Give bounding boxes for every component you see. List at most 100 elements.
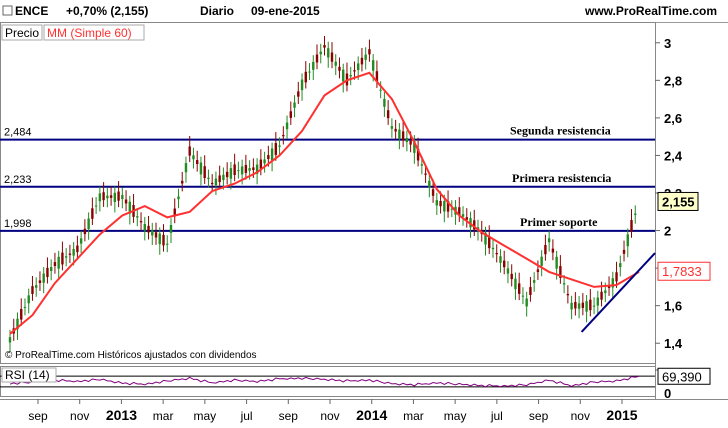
candle-body bbox=[259, 159, 263, 169]
candle-body bbox=[210, 182, 214, 185]
candle-body bbox=[319, 51, 322, 55]
candle-body bbox=[297, 91, 300, 97]
candle-body bbox=[315, 54, 319, 63]
candle-body bbox=[525, 298, 528, 307]
candle-body bbox=[495, 252, 498, 255]
candle-body bbox=[559, 266, 562, 278]
candle-body bbox=[255, 164, 259, 174]
x-tick-label: mar bbox=[153, 409, 174, 423]
rsi-layer: 100069,390 bbox=[0, 367, 711, 401]
y-tick-label: 2,4 bbox=[664, 148, 683, 163]
candle-body bbox=[342, 69, 345, 82]
candle-body bbox=[510, 273, 513, 280]
x-tick-label: nov bbox=[571, 409, 590, 423]
y-tick-label: 1,6 bbox=[664, 299, 682, 314]
candle-body bbox=[330, 52, 334, 62]
candle-body bbox=[244, 165, 248, 173]
candle-body bbox=[79, 238, 83, 244]
candle-body bbox=[435, 200, 439, 206]
ma-value-label: 1,7833 bbox=[662, 264, 702, 279]
candle-body bbox=[94, 205, 98, 207]
candle-body bbox=[544, 245, 547, 255]
candle-body bbox=[117, 191, 120, 201]
symbol-icon[interactable] bbox=[2, 5, 13, 16]
level-value-label: 1,998 bbox=[4, 218, 32, 230]
candle-body bbox=[203, 166, 206, 179]
candle-body bbox=[214, 178, 218, 186]
candle-body bbox=[431, 189, 435, 196]
candle-body bbox=[521, 295, 525, 297]
candle-body bbox=[91, 208, 94, 219]
candle-body bbox=[581, 302, 585, 308]
candle-body bbox=[27, 295, 30, 304]
rsi-legend-label: RSI (14) bbox=[5, 368, 50, 382]
candle-body bbox=[252, 167, 255, 171]
candle-body bbox=[57, 256, 60, 269]
candle-body bbox=[619, 263, 622, 268]
candle-body bbox=[327, 48, 330, 58]
candle-body bbox=[589, 299, 592, 311]
candle-body bbox=[514, 278, 517, 290]
candle-body bbox=[207, 177, 210, 180]
price-legend-box[interactable] bbox=[1, 24, 43, 41]
level-name-label: Primer soporte bbox=[520, 215, 598, 229]
candle-body bbox=[263, 159, 266, 164]
candle-body bbox=[274, 143, 278, 155]
rsi-line bbox=[9, 375, 640, 388]
period-text: Diario bbox=[200, 4, 234, 18]
candle-body bbox=[98, 193, 102, 202]
candle-body bbox=[371, 60, 375, 71]
rsi-tick-label: 0 bbox=[664, 386, 671, 401]
candle-body bbox=[622, 249, 626, 254]
price-legend-label: Precio bbox=[5, 26, 39, 40]
candle-body bbox=[506, 268, 510, 274]
candle-body bbox=[551, 248, 555, 253]
candle-body bbox=[229, 168, 233, 179]
y-tick-label: 1,4 bbox=[664, 336, 683, 351]
candle-body bbox=[49, 267, 53, 271]
candle-body bbox=[615, 272, 618, 282]
candle-body bbox=[529, 287, 532, 295]
y-tick-label: 2,6 bbox=[664, 111, 682, 126]
candle-body bbox=[166, 243, 169, 245]
last-price-box bbox=[657, 191, 699, 211]
candle-body bbox=[596, 297, 600, 306]
candle-body bbox=[46, 267, 49, 278]
candle-body bbox=[102, 192, 105, 201]
candle-body bbox=[611, 278, 614, 288]
candle-body bbox=[458, 207, 461, 216]
candle-body bbox=[35, 285, 38, 288]
rsi-legend-box[interactable] bbox=[1, 367, 57, 383]
candle-body bbox=[106, 195, 109, 199]
candle-body bbox=[154, 232, 158, 238]
candle-body bbox=[184, 163, 188, 173]
candle-body bbox=[139, 221, 143, 223]
candle-body bbox=[181, 180, 184, 184]
candle-body bbox=[136, 216, 139, 218]
candle-body bbox=[64, 256, 68, 258]
candle-body bbox=[16, 318, 19, 330]
candle-body bbox=[233, 164, 236, 175]
candle-body bbox=[304, 71, 307, 83]
candle-body bbox=[607, 285, 611, 289]
candle-body bbox=[450, 208, 453, 210]
ma-legend-box[interactable] bbox=[43, 24, 145, 41]
candle-body bbox=[364, 54, 367, 60]
candle-body bbox=[76, 245, 79, 253]
candle-body bbox=[169, 224, 173, 233]
candle-body bbox=[375, 71, 379, 82]
symbol-text: ENCE bbox=[15, 4, 48, 18]
candle-body bbox=[128, 201, 132, 214]
price-labels: 2,155 1,7833 bbox=[657, 191, 711, 281]
candle-body bbox=[503, 260, 506, 268]
candle-body bbox=[574, 301, 577, 309]
ma-line bbox=[9, 71, 640, 335]
candle-body bbox=[401, 131, 405, 141]
candle-body bbox=[473, 220, 476, 230]
candle-body bbox=[158, 233, 161, 245]
candle-body bbox=[577, 303, 581, 309]
x-tick-label: 2014 bbox=[356, 407, 387, 423]
candle-body bbox=[420, 164, 424, 166]
candle-body bbox=[109, 195, 113, 198]
candle-body bbox=[323, 45, 326, 48]
